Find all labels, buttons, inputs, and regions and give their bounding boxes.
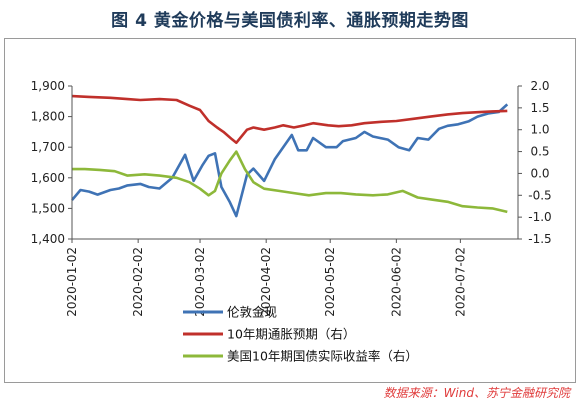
left-tick-label: 1,700 [31,140,65,154]
x-tick-label: 2020-01-02 [65,247,79,317]
x-tick-label: 2020-03-02 [193,247,207,317]
legend-label-0: 伦敦金现 [227,305,277,320]
right-axis: -1.5 -1.0 -0.5 0.0 0.5 1.0 1.5 2.0 [517,79,552,246]
right-tick-label: 0.5 [530,145,549,159]
x-tick-label: 2020-06-02 [389,247,403,317]
right-tick-label: -1.0 [528,210,551,224]
right-tick-label: 1.0 [530,123,549,137]
series-line-2 [72,150,508,214]
right-tick-label: -1.5 [528,232,551,246]
series-line-1 [71,94,508,145]
data-source-note: 数据来源：Wind、苏宁金融研究院 [383,386,570,400]
left-tick-label: 1,500 [31,201,65,215]
legend: 伦敦金现 10年期通胀预期（右） 美国10年期国债实际收益率（右） [183,305,418,364]
left-axis: 1,400 1,500 1,600 1,700 1,800 1,900 [31,79,73,246]
x-tick-label: 2020-05-02 [323,247,337,317]
x-tick-label: 2020-04-02 [259,247,273,317]
legend-label-2: 美国10年期国债实际收益率（右） [227,349,418,364]
right-tick-label: 1.5 [530,101,549,115]
chart-frame [4,38,576,383]
x-tick-label: 2020-02-02 [131,247,145,317]
left-tick-label: 1,600 [31,171,65,185]
left-tick-label: 1,400 [31,232,65,246]
left-tick-label: 1,900 [31,79,65,93]
series-line-0 [71,103,509,218]
right-tick-label: 0.0 [530,166,549,180]
plot-area [71,94,509,218]
right-tick-label: -0.5 [528,188,551,202]
x-tick-label: 2020-07-02 [453,247,467,317]
legend-label-1: 10年期通胀预期（右） [227,327,355,342]
chart-title: 图 4 黄金价格与美国债利率、通胀预期走势图 [111,11,469,31]
x-axis: 2020-01-02 2020-02-02 2020-03-02 2020-04-02… [65,238,518,317]
right-tick-label: 2.0 [530,79,549,93]
left-tick-label: 1,800 [31,110,65,124]
